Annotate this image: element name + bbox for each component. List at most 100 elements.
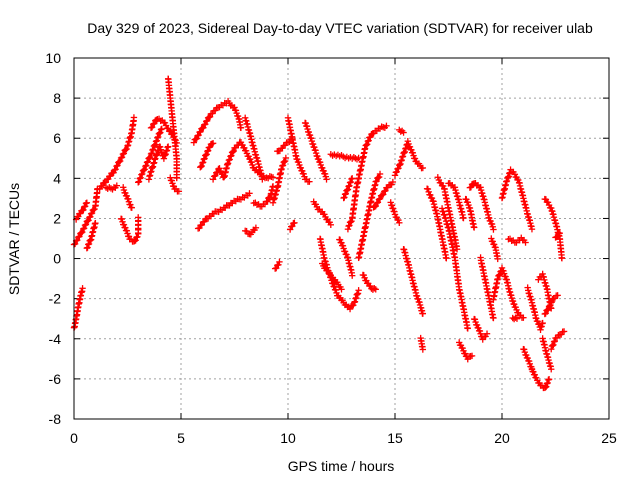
series-arc-24 (286, 219, 298, 233)
series-arc-27 (310, 198, 334, 229)
data-point (151, 142, 158, 149)
data-point (193, 135, 200, 142)
series-arc-21 (269, 154, 290, 206)
data-point (81, 221, 89, 229)
data-point (225, 156, 233, 164)
y-tick-label: 0 (53, 251, 61, 267)
data-point (112, 166, 119, 173)
data-point (152, 138, 160, 145)
data-point (542, 310, 549, 317)
series-arc-64 (552, 229, 563, 241)
series-arc-58 (528, 365, 553, 392)
data-point (373, 177, 380, 185)
y-tick-label: -2 (49, 291, 62, 307)
data-point (151, 120, 158, 127)
data-point (79, 228, 86, 236)
x-axis-label: GPS time / hours (288, 458, 395, 474)
series-arc-50 (477, 254, 497, 322)
data-point (383, 122, 390, 130)
data-point (79, 285, 86, 292)
series-arc-13 (167, 174, 183, 195)
series-arc-30 (327, 151, 362, 163)
series-arc-49 (470, 315, 491, 343)
data-point (227, 153, 234, 160)
data-point (85, 240, 93, 248)
data-point (158, 125, 165, 133)
data-point (306, 178, 313, 185)
data-point (113, 162, 120, 170)
series-arc-59 (535, 270, 555, 312)
x-tick-label: 5 (177, 430, 185, 446)
data-point (154, 133, 162, 141)
data-point (128, 204, 135, 211)
data-point (470, 224, 478, 231)
data-point (246, 190, 253, 197)
data-point (275, 261, 282, 268)
data-point (279, 162, 287, 169)
series-arc-35 (359, 271, 379, 293)
data-point (102, 179, 109, 186)
data-point (135, 214, 142, 221)
series-arc-36 (370, 178, 397, 211)
data-point (201, 155, 208, 162)
data-point (92, 219, 99, 227)
data-point (137, 174, 144, 181)
series-arc-17 (209, 139, 277, 183)
grid-lines (74, 58, 609, 419)
data-point (341, 194, 348, 201)
data-point (276, 258, 283, 266)
data-point (528, 225, 536, 233)
data-point (347, 178, 354, 186)
data-point (119, 150, 127, 158)
x-tick-label: 15 (387, 430, 403, 446)
data-point (230, 147, 237, 155)
data-point (148, 124, 156, 131)
data-point (152, 141, 159, 148)
series-arc-53 (498, 166, 536, 233)
series-arc-37 (387, 199, 403, 227)
data-point (468, 352, 476, 360)
data-point (329, 280, 337, 287)
data-point (544, 379, 551, 387)
data-point (520, 314, 527, 321)
y-tick-label: 10 (45, 50, 61, 66)
data-point (79, 225, 87, 233)
data-point (550, 341, 557, 349)
data-point (149, 146, 157, 153)
data-point (123, 145, 130, 153)
series-arc-01 (70, 285, 86, 331)
series-arc-08 (120, 184, 135, 211)
series-arc-28 (316, 235, 362, 313)
data-point (545, 306, 552, 313)
series-arc-29 (319, 260, 345, 293)
series-arc-40 (400, 246, 427, 317)
data-point (367, 133, 374, 141)
data-point (82, 221, 90, 228)
y-tick-label: -4 (49, 331, 62, 347)
data-point (136, 175, 144, 182)
data-point (513, 315, 521, 322)
series-arc-48 (466, 179, 497, 233)
data-point (120, 150, 128, 157)
data-point (375, 173, 383, 181)
data-point (226, 156, 233, 163)
data-point (197, 128, 204, 135)
data-point (545, 376, 553, 383)
data-point (374, 199, 382, 206)
data-point (323, 176, 330, 183)
data-point (164, 143, 172, 150)
series-arc-33 (344, 122, 390, 233)
data-point (372, 286, 379, 293)
series-arc-14 (190, 97, 245, 146)
data-point (209, 176, 217, 183)
y-tick-label: 2 (53, 210, 61, 226)
data-point (494, 255, 501, 263)
data-point (224, 160, 232, 167)
series-arc-43 (434, 174, 461, 253)
data-point (361, 145, 369, 152)
x-tick-labels: 0 5 10 15 20 25 (70, 430, 617, 446)
data-point (512, 314, 519, 321)
data-point (175, 188, 183, 195)
data-point (134, 233, 141, 240)
data-point (560, 328, 568, 335)
